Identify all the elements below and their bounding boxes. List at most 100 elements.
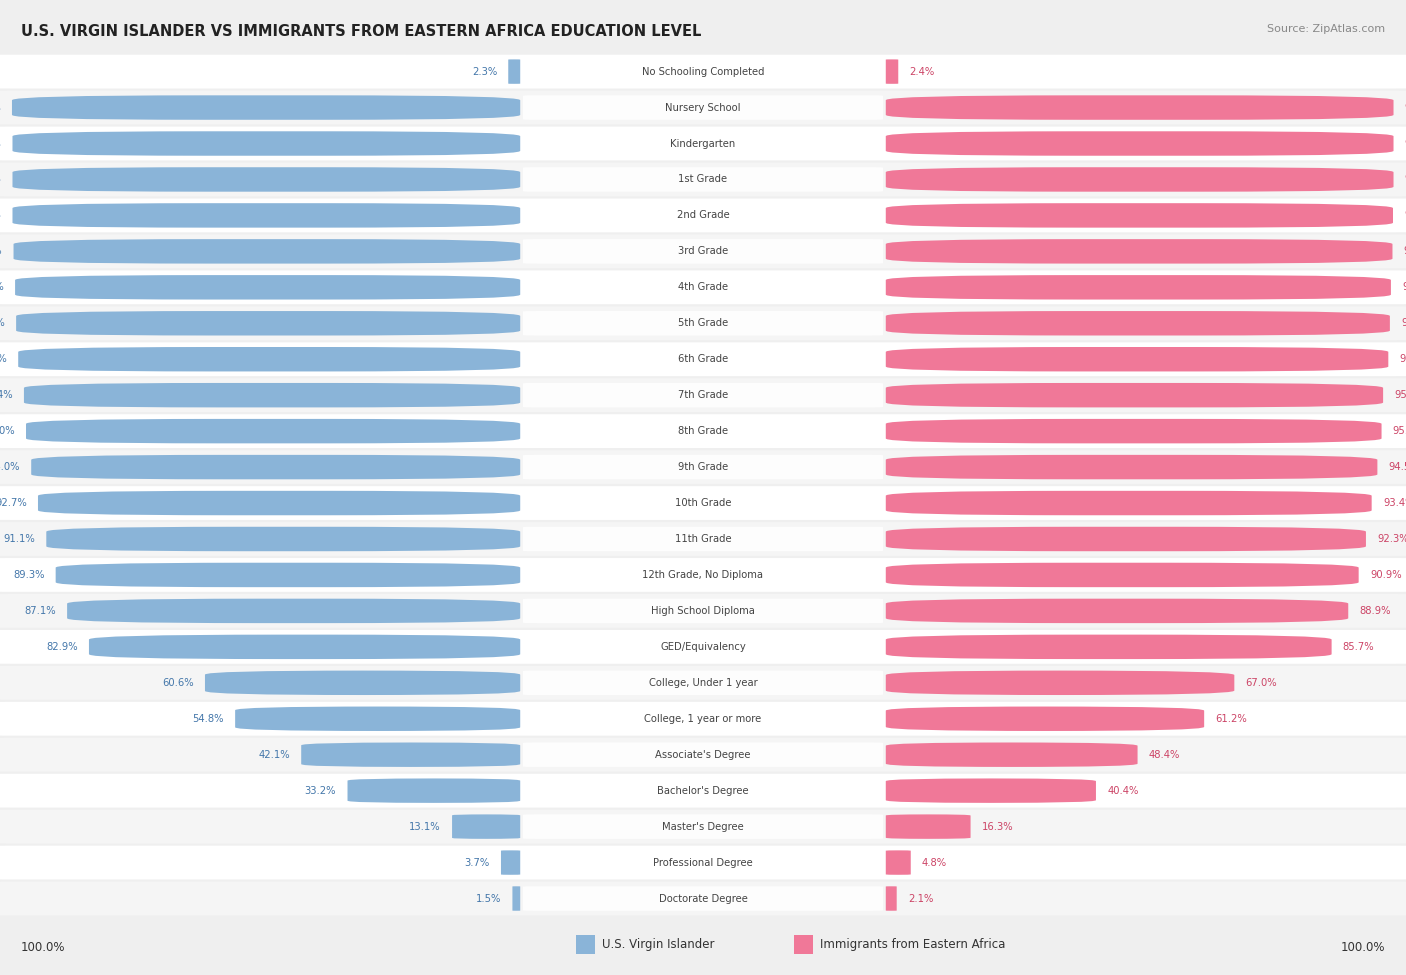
Text: 95.4%: 95.4% (0, 390, 13, 400)
Text: 3rd Grade: 3rd Grade (678, 247, 728, 256)
FancyBboxPatch shape (0, 774, 1406, 807)
FancyBboxPatch shape (15, 311, 520, 335)
Text: College, 1 year or more: College, 1 year or more (644, 714, 762, 723)
Text: Associate's Degree: Associate's Degree (655, 750, 751, 760)
Text: 87.1%: 87.1% (24, 605, 56, 616)
FancyBboxPatch shape (523, 886, 883, 911)
FancyBboxPatch shape (0, 199, 1406, 232)
Text: 92.7%: 92.7% (0, 498, 27, 508)
FancyBboxPatch shape (0, 450, 1406, 484)
FancyBboxPatch shape (523, 203, 883, 227)
Text: 4.8%: 4.8% (922, 858, 948, 868)
FancyBboxPatch shape (453, 814, 520, 838)
FancyBboxPatch shape (0, 881, 1406, 916)
Text: 96.6%: 96.6% (1399, 354, 1406, 365)
FancyBboxPatch shape (886, 311, 1391, 335)
Text: Source: ZipAtlas.com: Source: ZipAtlas.com (1267, 24, 1385, 34)
Text: 60.6%: 60.6% (162, 678, 194, 687)
FancyBboxPatch shape (886, 347, 1388, 371)
Text: 12th Grade, No Diploma: 12th Grade, No Diploma (643, 570, 763, 580)
FancyBboxPatch shape (13, 203, 520, 227)
FancyBboxPatch shape (0, 414, 1406, 448)
FancyBboxPatch shape (0, 91, 1406, 125)
FancyBboxPatch shape (886, 886, 897, 911)
Text: 92.3%: 92.3% (1378, 534, 1406, 544)
FancyBboxPatch shape (523, 132, 883, 156)
FancyBboxPatch shape (0, 163, 1406, 196)
FancyBboxPatch shape (0, 306, 1406, 340)
FancyBboxPatch shape (886, 635, 1331, 659)
FancyBboxPatch shape (523, 850, 883, 875)
Text: 10th Grade: 10th Grade (675, 498, 731, 508)
FancyBboxPatch shape (31, 455, 520, 480)
FancyBboxPatch shape (523, 311, 883, 335)
Text: 93.4%: 93.4% (1384, 498, 1406, 508)
FancyBboxPatch shape (18, 347, 520, 371)
FancyBboxPatch shape (301, 743, 520, 767)
FancyBboxPatch shape (523, 168, 883, 192)
FancyBboxPatch shape (886, 275, 1391, 299)
FancyBboxPatch shape (886, 132, 1393, 156)
FancyBboxPatch shape (886, 563, 1358, 587)
Text: 96.5%: 96.5% (0, 354, 7, 365)
FancyBboxPatch shape (523, 347, 883, 371)
FancyBboxPatch shape (512, 886, 520, 911)
Text: 90.9%: 90.9% (1369, 570, 1402, 580)
FancyBboxPatch shape (886, 778, 1095, 802)
Text: 88.9%: 88.9% (1360, 605, 1391, 616)
FancyBboxPatch shape (523, 671, 883, 695)
FancyBboxPatch shape (523, 419, 883, 444)
Text: 95.0%: 95.0% (0, 426, 15, 436)
FancyBboxPatch shape (89, 635, 520, 659)
FancyBboxPatch shape (523, 275, 883, 299)
Text: 5th Grade: 5th Grade (678, 318, 728, 329)
Text: 40.4%: 40.4% (1107, 786, 1139, 796)
FancyBboxPatch shape (886, 203, 1393, 227)
FancyBboxPatch shape (523, 635, 883, 659)
Text: U.S. VIRGIN ISLANDER VS IMMIGRANTS FROM EASTERN AFRICA EDUCATION LEVEL: U.S. VIRGIN ISLANDER VS IMMIGRANTS FROM … (21, 24, 702, 39)
Text: 9th Grade: 9th Grade (678, 462, 728, 472)
Text: 67.0%: 67.0% (1246, 678, 1277, 687)
Text: 82.9%: 82.9% (46, 642, 77, 652)
Text: 96.9%: 96.9% (0, 318, 4, 329)
FancyBboxPatch shape (523, 383, 883, 408)
Text: 16.3%: 16.3% (981, 822, 1014, 832)
FancyBboxPatch shape (0, 558, 1406, 592)
Text: U.S. Virgin Islander: U.S. Virgin Islander (602, 938, 714, 951)
FancyBboxPatch shape (0, 809, 1406, 843)
FancyBboxPatch shape (13, 96, 520, 120)
FancyBboxPatch shape (523, 490, 883, 515)
Text: 95.6%: 95.6% (1395, 390, 1406, 400)
FancyBboxPatch shape (523, 526, 883, 551)
FancyBboxPatch shape (14, 239, 520, 263)
FancyBboxPatch shape (0, 630, 1406, 664)
Text: No Schooling Completed: No Schooling Completed (641, 66, 765, 77)
Text: 11th Grade: 11th Grade (675, 534, 731, 544)
FancyBboxPatch shape (523, 96, 883, 120)
FancyBboxPatch shape (886, 599, 1348, 623)
FancyBboxPatch shape (886, 455, 1378, 480)
FancyBboxPatch shape (13, 132, 520, 156)
Text: Master's Degree: Master's Degree (662, 822, 744, 832)
Text: 13.1%: 13.1% (409, 822, 441, 832)
FancyBboxPatch shape (523, 59, 883, 84)
Text: 97.1%: 97.1% (0, 283, 4, 292)
FancyBboxPatch shape (523, 455, 883, 480)
Text: 8th Grade: 8th Grade (678, 426, 728, 436)
FancyBboxPatch shape (235, 707, 520, 731)
Text: 91.1%: 91.1% (3, 534, 35, 544)
Text: Nursery School: Nursery School (665, 102, 741, 112)
FancyBboxPatch shape (347, 778, 520, 802)
Text: 3.7%: 3.7% (464, 858, 489, 868)
Text: 97.4%: 97.4% (0, 247, 3, 256)
FancyBboxPatch shape (508, 59, 520, 84)
Text: 94.5%: 94.5% (1389, 462, 1406, 472)
FancyBboxPatch shape (24, 383, 520, 408)
FancyBboxPatch shape (46, 526, 520, 551)
Text: 4th Grade: 4th Grade (678, 283, 728, 292)
FancyBboxPatch shape (886, 526, 1367, 551)
FancyBboxPatch shape (0, 378, 1406, 412)
FancyBboxPatch shape (886, 850, 911, 875)
Text: 97.5%: 97.5% (1405, 211, 1406, 220)
FancyBboxPatch shape (886, 490, 1372, 515)
